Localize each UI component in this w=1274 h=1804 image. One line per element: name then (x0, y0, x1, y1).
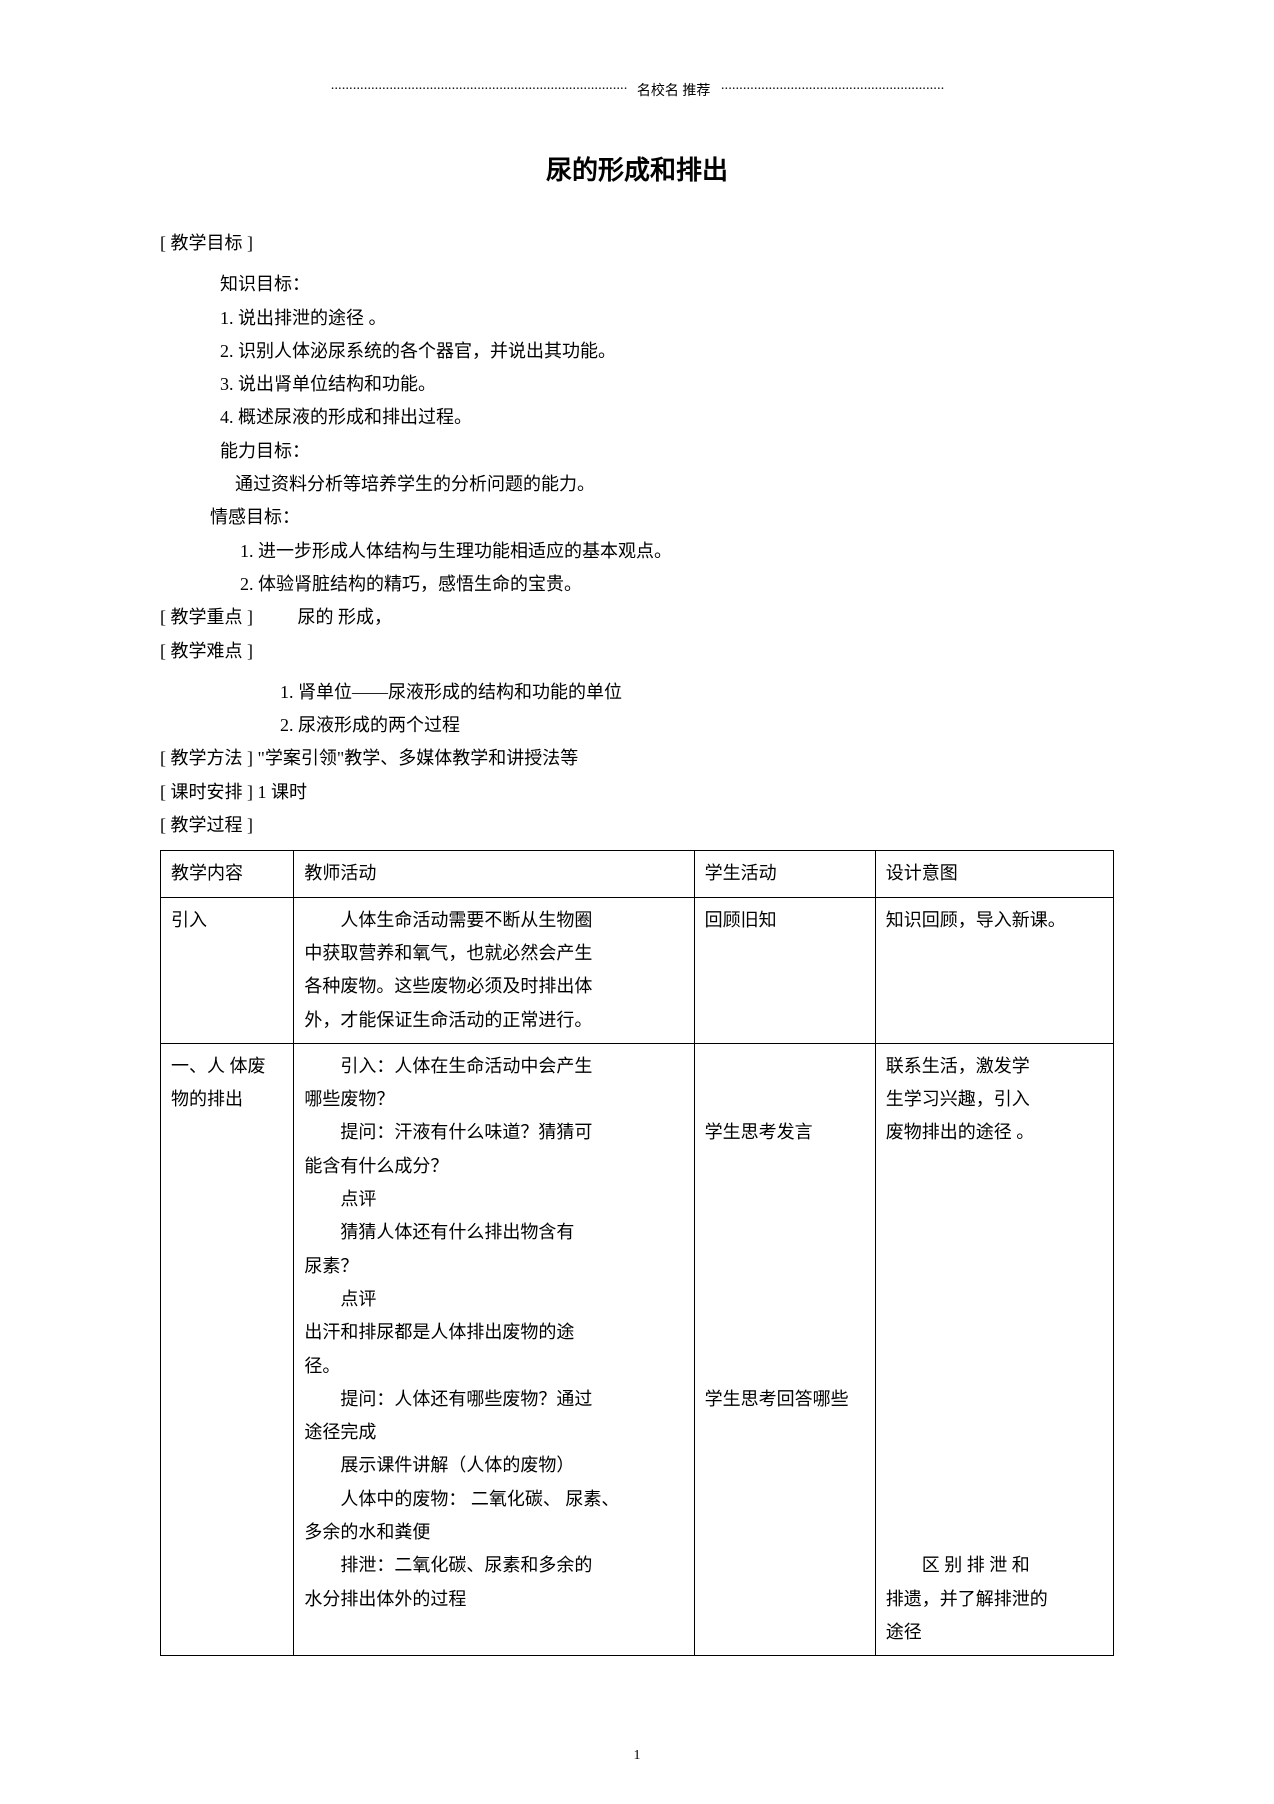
row1-col4-line16: 排遗，并了解排泄的 (886, 1583, 1103, 1616)
row1-col2-line4: 点评 (304, 1183, 683, 1216)
row0-col2-line2: 各种废物。这些废物必须及时排出体 (304, 970, 683, 1003)
row1-col2-line7: 点评 (304, 1283, 683, 1316)
row1-col2-line6: 尿素？ (304, 1250, 683, 1283)
emotion-item-2: 2. 体验肾脏结构的精巧，感悟生命的宝贵。 (160, 568, 1114, 601)
difficulty-item-2: 2. 尿液形成的两个过程 (160, 709, 1114, 742)
row1-col3-line5 (705, 1216, 865, 1249)
ability-label: 能力目标： (160, 435, 1114, 468)
header-col3: 学生活动 (694, 851, 875, 897)
row1-col3-line6 (705, 1250, 865, 1283)
row1-col4-line0: 联系生活，激发学 (886, 1050, 1103, 1083)
emotion-item-1: 1. 进一步形成人体结构与生理功能相适应的基本观点。 (160, 535, 1114, 568)
difficulty-label: [ 教学难点 ] (160, 635, 1114, 668)
row1-col4-line13 (886, 1483, 1103, 1516)
row1-col4-line4 (886, 1183, 1103, 1216)
row1-col3-line7 (705, 1283, 865, 1316)
time-text: 1 课时 (258, 782, 308, 802)
row1-col2-line3: 能含有什么成分？ (304, 1150, 683, 1183)
method-label: [ 教学方法 ] (160, 742, 253, 775)
header-dots-left: ········································… (330, 82, 627, 98)
row1-col2-line11: 途径完成 (304, 1416, 683, 1449)
row0-col2: 人体生命活动需要不断从生物圈 中获取营养和氧气，也就必然会产生 各种废物。这些废… (294, 897, 694, 1043)
process-label: [ 教学过程 ] (160, 809, 1114, 842)
row1-col2-line14: 多余的水和粪便 (304, 1516, 683, 1549)
row1-col3-line10: 学生思考回答哪些 (705, 1383, 865, 1416)
knowledge-label: 知识目标： (160, 268, 1114, 301)
row0-col3: 回顾旧知 (694, 897, 875, 1043)
row1-col4-line15: 区 别 排 泄 和 (886, 1549, 1103, 1582)
row1-col4-line1: 生学习兴趣，引入 (886, 1083, 1103, 1116)
row0-col2-line0: 人体生命活动需要不断从生物圈 (304, 904, 683, 937)
table-row: 引入 人体生命活动需要不断从生物圈 中获取营养和氧气，也就必然会产生 各种废物。… (161, 897, 1114, 1043)
row1-col4-line11 (886, 1416, 1103, 1449)
page-header: ········································… (160, 80, 1114, 100)
row1-col2-line5: 猜猜人体还有什么排出物含有 (304, 1216, 683, 1249)
row1-col4-line6 (886, 1250, 1103, 1283)
row1-col3-line0 (705, 1050, 865, 1083)
knowledge-item-4: 4. 概述尿液的形成和排出过程。 (160, 401, 1114, 434)
header-col1: 教学内容 (161, 851, 294, 897)
time-label: [ 课时安排 ] (160, 776, 253, 809)
lesson-table: 教学内容 教师活动 学生活动 设计意图 引入 人体生命活动需要不断从生物圈 中获… (160, 850, 1114, 1656)
time-line: [ 课时安排 ] 1 课时 (160, 776, 1114, 809)
row0-col4: 知识回顾，导入新课。 (875, 897, 1113, 1043)
row1-col2-line12: 展示课件讲解（人体的废物） (304, 1449, 683, 1482)
row1-col3-line3 (705, 1150, 865, 1183)
row1-col4-line2: 废物排出的途径 。 (886, 1116, 1103, 1149)
method-line: [ 教学方法 ] "学案引领"教学、多媒体教学和讲授法等 (160, 742, 1114, 775)
row1-col2-line1: 哪些废物？ (304, 1083, 683, 1116)
row0-col1: 引入 (161, 897, 294, 1043)
row1-col4-line17: 途径 (886, 1616, 1103, 1649)
row1-col2-line8: 出汗和排尿都是人体排出废物的途 (304, 1316, 683, 1349)
row1-col3-line2: 学生思考发言 (705, 1116, 865, 1149)
difficulty-item-1: 1. 肾单位——尿液形成的结构和功能的单位 (160, 676, 1114, 709)
header-dots-right: ········································… (720, 82, 943, 98)
row1-col4-line5 (886, 1216, 1103, 1249)
row1-col3-line8 (705, 1316, 865, 1349)
knowledge-item-3: 3. 说出肾单位结构和功能。 (160, 368, 1114, 401)
header-col2: 教师活动 (294, 851, 694, 897)
row1-col4-line7 (886, 1283, 1103, 1316)
key-label: [ 教学重点 ] (160, 601, 253, 634)
row1-col4-line14 (886, 1516, 1103, 1549)
row1-col3: 学生思考发言 学生思考回答哪些 (694, 1043, 875, 1655)
row0-col2-line1: 中获取营养和氧气，也就必然会产生 (304, 937, 683, 970)
key-line: [ 教学重点 ] 尿的 形成， (160, 601, 1114, 634)
table-header-row: 教学内容 教师活动 学生活动 设计意图 (161, 851, 1114, 897)
row0-col2-line3: 外，才能保证生命活动的正常进行。 (304, 1004, 683, 1037)
row1-col4-line12 (886, 1449, 1103, 1482)
row1-col2: 引入：人体在生命活动中会产生 哪些废物？ 提问：汗液有什么味道？猜猜可 能含有什… (294, 1043, 694, 1655)
row1-col2-line16: 水分排出体外的过程 (304, 1583, 683, 1616)
row1-col4-line3 (886, 1150, 1103, 1183)
row1-col3-line4 (705, 1183, 865, 1216)
key-text: 尿的 形成， (298, 607, 393, 627)
row1-col3-line1 (705, 1083, 865, 1116)
goals-label: [ 教学目标 ] (160, 227, 1114, 260)
row1-col2-line0: 引入：人体在生命活动中会产生 (304, 1050, 683, 1083)
knowledge-item-1: 1. 说出排泄的途径 。 (160, 302, 1114, 335)
row1-col4-line10 (886, 1383, 1103, 1416)
row1-col2-line9: 径。 (304, 1350, 683, 1383)
row1-col4-line8 (886, 1316, 1103, 1349)
row1-col4-line9 (886, 1350, 1103, 1383)
ability-text: 通过资料分析等培养学生的分析问题的能力。 (160, 468, 1114, 501)
header-col4: 设计意图 (875, 851, 1113, 897)
row1-col2-line10: 提问：人体还有哪些废物？通过 (304, 1383, 683, 1416)
table-row: 一、人 体废物的排出 引入：人体在生命活动中会产生 哪些废物？ 提问：汗液有什么… (161, 1043, 1114, 1655)
header-center-text: 名校名 推荐 (637, 80, 711, 100)
row1-col2-line15: 排泄：二氧化碳、尿素和多余的 (304, 1549, 683, 1582)
row1-col3-line9 (705, 1350, 865, 1383)
method-text: "学案引领"教学、多媒体教学和讲授法等 (258, 748, 579, 768)
row1-col2-line2: 提问：汗液有什么味道？猜猜可 (304, 1116, 683, 1149)
knowledge-item-2: 2. 识别人体泌尿系统的各个器官，并说出其功能。 (160, 335, 1114, 368)
row1-col1: 一、人 体废物的排出 (161, 1043, 294, 1655)
emotion-label: 情感目标： (160, 501, 1114, 534)
document-title: 尿的形成和排出 (160, 150, 1114, 187)
row1-col4: 联系生活，激发学 生学习兴趣，引入 废物排出的途径 。 区 别 排 泄 和 排遗… (875, 1043, 1113, 1655)
page-number: 1 (634, 1748, 641, 1764)
row1-col2-line13: 人体中的废物： 二氧化碳、 尿素、 (304, 1483, 683, 1516)
